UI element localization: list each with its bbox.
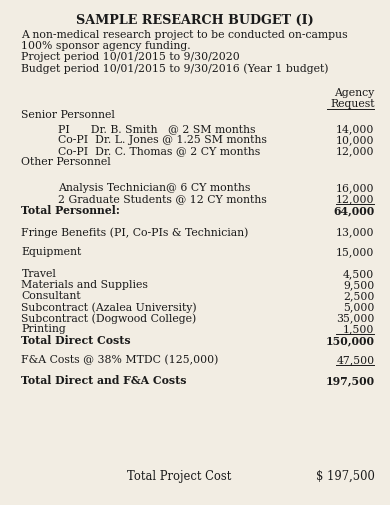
Text: 13,000: 13,000 [336, 227, 374, 237]
Text: Co-PI  Dr. L. Jones @ 1.25 SM months: Co-PI Dr. L. Jones @ 1.25 SM months [58, 135, 268, 145]
Text: Budget period 10/01/2015 to 9/30/2016 (Year 1 budget): Budget period 10/01/2015 to 9/30/2016 (Y… [21, 63, 329, 74]
Text: Project period 10/01/2015 to 9/30/2020: Project period 10/01/2015 to 9/30/2020 [21, 52, 240, 62]
Text: 5,000: 5,000 [343, 302, 374, 312]
Text: 150,000: 150,000 [325, 335, 374, 346]
Text: Total Direct and F&A Costs: Total Direct and F&A Costs [21, 375, 187, 386]
Text: $ 197,500: $ 197,500 [316, 470, 374, 483]
Text: PI      Dr. B. Smith   @ 2 SM months: PI Dr. B. Smith @ 2 SM months [58, 124, 256, 134]
Text: 12,000: 12,000 [336, 146, 374, 156]
Text: 47,500: 47,500 [336, 355, 374, 365]
Text: Analysis Technician@ 6 CY months: Analysis Technician@ 6 CY months [58, 183, 251, 193]
Text: 2 Graduate Students @ 12 CY months: 2 Graduate Students @ 12 CY months [58, 194, 267, 204]
Text: 100% sponsor agency funding.: 100% sponsor agency funding. [21, 41, 191, 51]
Text: Subcontract (Dogwood College): Subcontract (Dogwood College) [21, 313, 197, 324]
Text: 9,500: 9,500 [343, 280, 374, 290]
Text: Equipment: Equipment [21, 247, 82, 257]
Text: 14,000: 14,000 [336, 124, 374, 134]
Text: 64,000: 64,000 [333, 205, 374, 216]
Text: 10,000: 10,000 [336, 135, 374, 145]
Text: 12,000: 12,000 [336, 194, 374, 204]
Text: 1,500: 1,500 [343, 324, 374, 334]
Text: Consultant: Consultant [21, 291, 81, 301]
Text: Total Project Cost: Total Project Cost [127, 470, 232, 483]
Text: Total Direct Costs: Total Direct Costs [21, 335, 131, 346]
Text: Request: Request [330, 99, 374, 109]
Text: Agency: Agency [334, 88, 374, 98]
Text: Subcontract (Azalea University): Subcontract (Azalea University) [21, 302, 197, 313]
Text: Co-PI  Dr. C. Thomas @ 2 CY months: Co-PI Dr. C. Thomas @ 2 CY months [58, 146, 261, 156]
Text: F&A Costs @ 38% MTDC (125,000): F&A Costs @ 38% MTDC (125,000) [21, 355, 219, 365]
Text: Printing: Printing [21, 324, 66, 334]
Text: Total Personnel:: Total Personnel: [21, 205, 121, 216]
Text: Materials and Supplies: Materials and Supplies [21, 280, 148, 290]
Text: 35,000: 35,000 [336, 313, 374, 323]
Text: 16,000: 16,000 [336, 183, 374, 193]
Text: A non-medical research project to be conducted on-campus: A non-medical research project to be con… [21, 30, 348, 40]
Text: 197,500: 197,500 [325, 375, 374, 386]
Text: Fringe Benefits (PI, Co-PIs & Technician): Fringe Benefits (PI, Co-PIs & Technician… [21, 227, 249, 237]
Text: 2,500: 2,500 [343, 291, 374, 301]
Text: Travel: Travel [21, 269, 56, 279]
Text: Other Personnel: Other Personnel [21, 157, 111, 167]
Text: 15,000: 15,000 [336, 247, 374, 257]
Text: Senior Personnel: Senior Personnel [21, 110, 115, 120]
Text: 4,500: 4,500 [343, 269, 374, 279]
Text: SAMPLE RESEARCH BUDGET (I): SAMPLE RESEARCH BUDGET (I) [76, 14, 314, 27]
